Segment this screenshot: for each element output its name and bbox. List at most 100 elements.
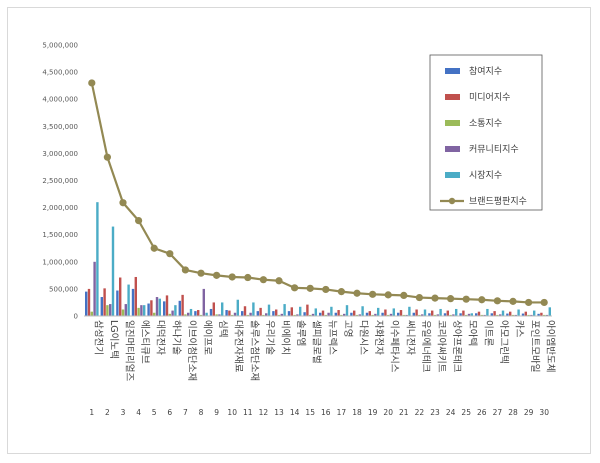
- category-label: 아모그린텍: [498, 320, 509, 364]
- bar-1-27: [490, 313, 493, 316]
- category-label: 유일에너테크: [420, 320, 431, 373]
- bar-3-18: [355, 314, 359, 316]
- x-axis: 삼성전기 1 LG이노텍 2 일진머티리얼즈 3 에스티큐브 4 대덕전자 5 하나기술 6 이브이첨단…: [84, 315, 557, 417]
- bar-2-20: [384, 309, 387, 316]
- category-label: 써니전자: [404, 320, 415, 355]
- category-label: 이트론: [482, 320, 493, 346]
- bar-1-4: [131, 288, 135, 316]
- bar-3-3: [121, 309, 125, 316]
- category-label: 일진머티리얼즈: [124, 320, 135, 381]
- bar-3-15: [309, 314, 312, 316]
- bar-3-1: [90, 311, 93, 316]
- bar-5-26: [486, 308, 489, 316]
- category-label: 모아텍: [467, 320, 478, 346]
- bar-3-5: [153, 312, 156, 316]
- bar-3-30: [543, 314, 546, 316]
- line-point-13: [275, 277, 283, 285]
- bar-5-11: [252, 302, 255, 316]
- rank-number: 14: [290, 408, 300, 417]
- bar-5-2: [111, 226, 115, 316]
- bar-4-9: [218, 314, 221, 316]
- bar-1-24: [443, 313, 447, 316]
- legend-swatch: [445, 146, 460, 152]
- bar-3-27: [496, 314, 499, 316]
- line-point-14: [291, 284, 299, 292]
- bar-5-14: [299, 306, 302, 316]
- line-point-10: [228, 273, 236, 281]
- category-label: 셀피글로벌: [311, 320, 322, 364]
- category-label: 상아프론테크: [451, 320, 462, 373]
- bar-1-21: [397, 312, 400, 316]
- line-point-16: [322, 285, 330, 294]
- bar-2-12: [259, 307, 262, 316]
- bar-2-17: [337, 310, 340, 316]
- bar-3-8: [199, 314, 203, 316]
- bar-3-14: [293, 314, 296, 316]
- bar-1-7: [178, 300, 181, 316]
- line-point-17: [337, 288, 345, 296]
- line-point-12: [259, 276, 267, 284]
- rank-number: 20: [383, 408, 393, 417]
- rank-number: 2: [105, 408, 110, 417]
- rank-number: 25: [461, 408, 471, 417]
- line-series: [88, 79, 548, 307]
- bar-2-5: [150, 300, 153, 316]
- bar-4-24: [452, 314, 455, 316]
- rank-number: 22: [415, 408, 425, 417]
- bar-3-25: [465, 314, 468, 316]
- rank-number: 16: [321, 408, 331, 417]
- rank-number: 24: [446, 408, 456, 417]
- rank-number: 4: [136, 408, 141, 417]
- bar-5-18: [361, 306, 364, 316]
- line-point-22: [415, 293, 423, 302]
- rank-number: 5: [152, 408, 157, 417]
- bar-3-9: [215, 314, 218, 316]
- bar-3-16: [324, 314, 327, 316]
- line-point-28: [509, 297, 517, 305]
- bar-1-11: [241, 311, 244, 316]
- bar-4-17: [343, 313, 346, 316]
- line-point-11: [244, 273, 252, 282]
- bar-5-30: [548, 307, 551, 316]
- rank-number: 1: [89, 408, 94, 417]
- bar-4-18: [358, 314, 361, 316]
- bar-4-3: [124, 304, 127, 316]
- bar-1-8: [194, 311, 197, 316]
- bar-2-1: [87, 288, 91, 316]
- bar-3-7: [184, 314, 187, 316]
- rank-number: 26: [477, 408, 487, 417]
- legend-label: 미디어지수: [469, 92, 510, 103]
- bar-5-12: [267, 304, 271, 316]
- bar-2-26: [477, 311, 481, 316]
- bar-1-6: [163, 301, 166, 316]
- line-point-8: [197, 269, 205, 277]
- rank-number: 13: [274, 408, 284, 417]
- bar-5-4: [143, 305, 146, 316]
- bar-3-12: [262, 314, 265, 316]
- bar-5-24: [455, 308, 458, 316]
- category-label: 이수페타시스: [389, 320, 400, 373]
- y-tick-label: 4,500,000: [42, 69, 78, 77]
- bar-5-19: [377, 307, 380, 316]
- bar-4-25: [467, 313, 471, 316]
- bar-5-16: [330, 306, 333, 316]
- y-tick-label: 2,000,000: [42, 204, 78, 212]
- bar-4-21: [405, 314, 408, 316]
- bar-4-4: [140, 305, 143, 316]
- legend-label: 브랜드평판지수: [469, 196, 527, 207]
- category-label: 솔루스첨단소재: [248, 320, 259, 381]
- bar-5-17: [345, 305, 349, 316]
- bar-5-29: [533, 310, 536, 316]
- bar-1-30: [537, 313, 540, 316]
- category-label: 대덕전자: [155, 320, 166, 355]
- bar-5-21: [408, 306, 411, 316]
- bar-1-1: [85, 291, 88, 316]
- bar-4-7: [187, 312, 190, 316]
- category-label: 에이프로: [202, 320, 213, 355]
- line-point-30: [540, 298, 548, 307]
- bar-2-29: [524, 311, 527, 316]
- bar-2-30: [540, 312, 543, 316]
- bar-1-5: [147, 303, 150, 316]
- legend-swatch: [445, 120, 460, 126]
